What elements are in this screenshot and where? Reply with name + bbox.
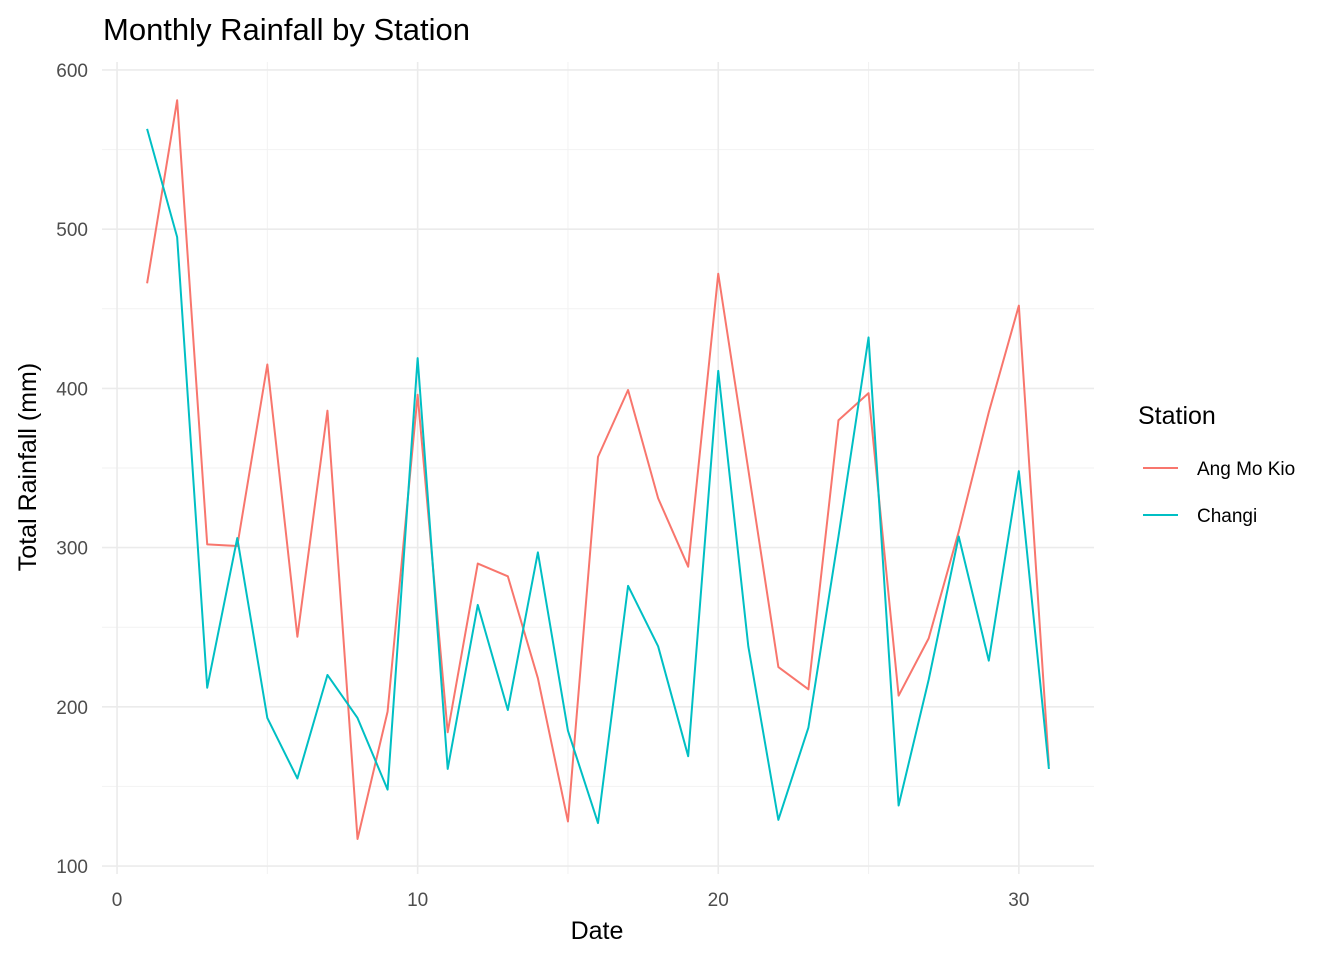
x-tick-label: 30 bbox=[1008, 890, 1029, 911]
series-lines bbox=[146, 99, 1050, 840]
y-tick-label: 100 bbox=[56, 857, 88, 878]
legend-title: Station bbox=[1138, 402, 1216, 430]
chart-title: Monthly Rainfall by Station bbox=[103, 12, 470, 47]
y-axis-title: Total Rainfall (mm) bbox=[14, 363, 42, 571]
series-line-changi bbox=[146, 128, 1050, 825]
series-line-ang-mo-kio bbox=[146, 99, 1050, 840]
x-tick-label: 10 bbox=[407, 890, 428, 911]
y-tick-label: 300 bbox=[56, 539, 88, 560]
x-axis-ticks: 0 10 20 30 bbox=[112, 890, 1030, 911]
x-tick-label: 20 bbox=[708, 890, 729, 911]
legend-items: Ang Mo Kio Changi bbox=[1143, 459, 1295, 527]
legend-label-changi: Changi bbox=[1197, 506, 1257, 527]
y-axis-ticks: 100 200 300 400 500 600 bbox=[56, 61, 88, 878]
plot-grid bbox=[102, 62, 1094, 874]
legend-label-ang-mo-kio: Ang Mo Kio bbox=[1197, 459, 1295, 480]
x-axis-title: Date bbox=[571, 917, 624, 945]
y-tick-label: 600 bbox=[56, 61, 88, 82]
legend: Station Ang Mo Kio Changi bbox=[1138, 402, 1295, 527]
y-tick-label: 400 bbox=[56, 379, 88, 400]
x-tick-label: 0 bbox=[112, 890, 123, 911]
y-tick-label: 200 bbox=[56, 698, 88, 719]
y-tick-label: 500 bbox=[56, 220, 88, 241]
